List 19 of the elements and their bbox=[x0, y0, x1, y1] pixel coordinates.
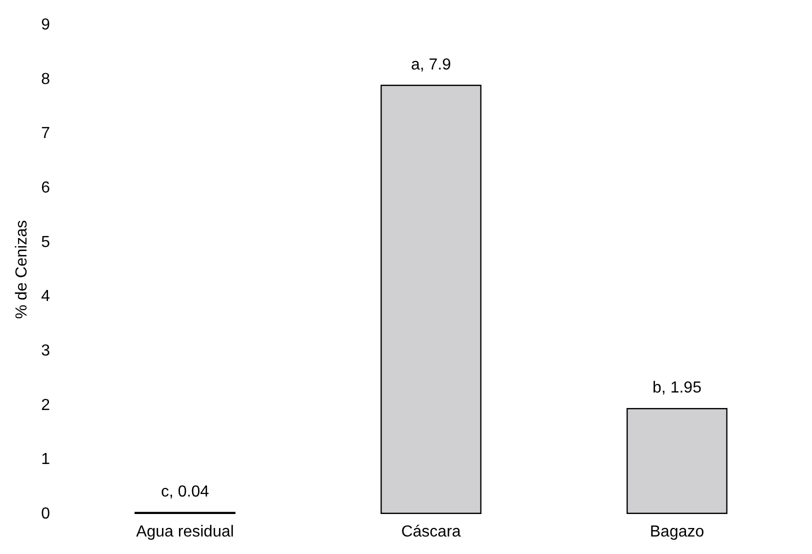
y-tick-label: 8 bbox=[41, 70, 50, 88]
y-tick-label: 7 bbox=[41, 125, 50, 142]
y-tick-label: 1 bbox=[41, 451, 50, 468]
data-label: a, 7.9 bbox=[410, 56, 452, 74]
x-tick-label: Agua residual bbox=[136, 524, 234, 540]
y-tick-label: 6 bbox=[41, 180, 50, 196]
bar bbox=[626, 408, 728, 514]
y-tick-label: 2 bbox=[41, 396, 50, 414]
bar bbox=[380, 84, 482, 514]
x-tick-label: Bagazo bbox=[650, 524, 704, 540]
y-tick-label: 5 bbox=[41, 234, 50, 251]
y-tick-label: 0 bbox=[41, 506, 50, 522]
data-label: c, 0.04 bbox=[160, 483, 210, 500]
data-label: b, 1.95 bbox=[652, 380, 702, 397]
y-tick-label: 9 bbox=[41, 16, 50, 34]
y-tick-label: 4 bbox=[41, 288, 50, 306]
y-tick-label: 3 bbox=[41, 342, 50, 360]
x-tick-label: Cáscara bbox=[401, 524, 461, 540]
y-axis-title: % de Cenizas bbox=[14, 220, 31, 319]
